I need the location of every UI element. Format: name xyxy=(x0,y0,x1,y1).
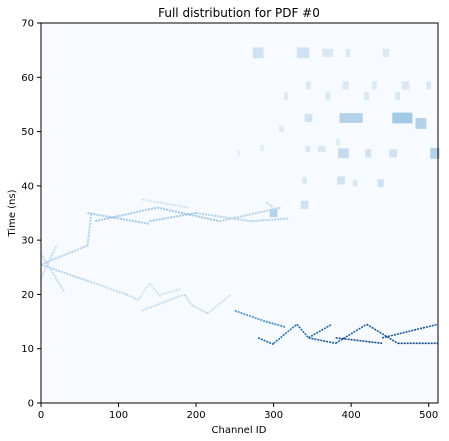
heatmap-blob-24 xyxy=(389,149,397,158)
heatmap-blob-27 xyxy=(237,150,241,157)
heatmap-blob-23 xyxy=(365,149,372,158)
heatmap-segment-34 xyxy=(265,201,275,209)
x-tick-label-100: 100 xyxy=(109,410,128,421)
heatmap-segment-4 xyxy=(86,212,93,246)
heatmap-blob-11 xyxy=(325,92,331,101)
heatmap-segment-32 xyxy=(250,217,290,223)
heatmap-blob-8 xyxy=(401,81,410,90)
heatmap-segment-10 xyxy=(141,293,185,312)
heatmap-blob-28 xyxy=(302,177,307,184)
x-axis: 0 100 200 300 400 500 xyxy=(38,403,438,421)
heatmap-blob-0 xyxy=(252,47,264,59)
heatmap-blob-4 xyxy=(382,48,390,57)
heatmap-blob-13 xyxy=(395,92,401,101)
heatmap-segment-22 xyxy=(335,337,383,345)
heatmap-blob-3 xyxy=(345,48,351,57)
heatmap-segment-30 xyxy=(195,212,251,223)
y-tick-label-40: 40 xyxy=(21,181,34,192)
heatmap-segment-33 xyxy=(141,198,189,209)
y-tick-label-60: 60 xyxy=(21,73,34,84)
heatmap-blob-29 xyxy=(337,176,345,185)
x-tick-label-0: 0 xyxy=(38,410,44,421)
plot-frame xyxy=(40,22,439,404)
plot-background xyxy=(41,23,438,403)
y-tick-label-20: 20 xyxy=(21,290,34,301)
heatmap-blob-22 xyxy=(337,148,349,159)
heatmap-segment-2 xyxy=(40,253,66,293)
heatmap-blob-2 xyxy=(322,48,334,57)
heatmap-segment-24 xyxy=(381,323,439,339)
heatmap-blob-5 xyxy=(306,81,311,90)
heatmap-blob-25 xyxy=(430,147,440,159)
heatmap-segment-0 xyxy=(40,244,88,266)
heatmap-segment-11 xyxy=(183,293,194,306)
heatmap-blob-33 xyxy=(269,208,278,218)
x-tick-label-200: 200 xyxy=(187,410,206,421)
heatmap-segment-19 xyxy=(308,323,333,339)
heatmap-segment-3 xyxy=(40,245,58,279)
heatmap-blob-14 xyxy=(304,113,313,123)
heatmap-blob-31 xyxy=(377,179,384,188)
heatmap-segment-1 xyxy=(40,263,88,282)
heatmap-segment-23 xyxy=(366,323,399,344)
y-axis-label: Time (ns) xyxy=(7,189,18,237)
x-tick-label-300: 300 xyxy=(264,410,283,421)
heatmap-segment-17 xyxy=(273,323,298,344)
heatmap-segment-27 xyxy=(95,206,158,223)
heatmap-segment-21 xyxy=(335,323,368,344)
heatmap-segment-13 xyxy=(207,293,232,315)
heatmap-segment-6 xyxy=(125,293,139,301)
x-tick-label-500: 500 xyxy=(419,410,438,421)
heatmap-segment-20 xyxy=(308,337,336,345)
x-axis-label: Channel ID xyxy=(212,425,267,436)
y-tick-label-0: 0 xyxy=(28,399,34,410)
heatmap-blob-12 xyxy=(364,92,369,101)
heatmap-blob-16 xyxy=(392,112,413,124)
heatmap-blob-1 xyxy=(296,47,310,59)
heatmap-segment-14 xyxy=(234,309,267,323)
heatmap-blob-17 xyxy=(415,118,427,129)
x-tick-label-400: 400 xyxy=(342,410,361,421)
heatmap-marks xyxy=(40,47,440,346)
heatmap-segment-26 xyxy=(87,212,150,225)
heatmap-blob-20 xyxy=(305,145,311,153)
y-tick-label-10: 10 xyxy=(21,344,34,355)
heatmap-blob-18 xyxy=(279,125,284,133)
heatmap-segment-7 xyxy=(137,282,151,301)
y-tick-label-50: 50 xyxy=(21,127,34,138)
heatmap-segment-29 xyxy=(157,206,220,223)
y-tick-label-70: 70 xyxy=(21,19,34,30)
heatmap-blob-10 xyxy=(284,92,288,101)
heatmap-segment-9 xyxy=(160,288,181,296)
heatmap-blob-15 xyxy=(339,113,363,123)
heatmap-blob-9 xyxy=(426,81,432,90)
heatmap-blob-32 xyxy=(300,200,309,209)
chart-title: Full distribution for PDF #0 xyxy=(158,6,320,20)
heatmap-blob-30 xyxy=(352,179,358,187)
heatmap-segment-31 xyxy=(219,206,282,223)
heatmap-blob-6 xyxy=(342,81,349,90)
y-tick-label-30: 30 xyxy=(21,236,34,247)
heatmap-blob-19 xyxy=(335,139,341,146)
y-axis: 0 10 20 30 40 50 60 70 xyxy=(21,19,41,410)
heatmap-blob-7 xyxy=(372,81,377,90)
heatmap-segment-5 xyxy=(87,279,127,296)
heatmap-blob-21 xyxy=(317,145,326,153)
heatmap-blob-26 xyxy=(260,144,264,152)
heatmap-segment-15 xyxy=(265,320,286,328)
